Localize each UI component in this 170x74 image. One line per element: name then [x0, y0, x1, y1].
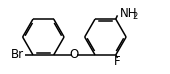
Text: O: O — [70, 48, 79, 61]
Text: F: F — [114, 55, 121, 68]
Text: 2: 2 — [133, 12, 138, 21]
Text: Br: Br — [11, 48, 24, 61]
Text: NH: NH — [120, 7, 138, 20]
